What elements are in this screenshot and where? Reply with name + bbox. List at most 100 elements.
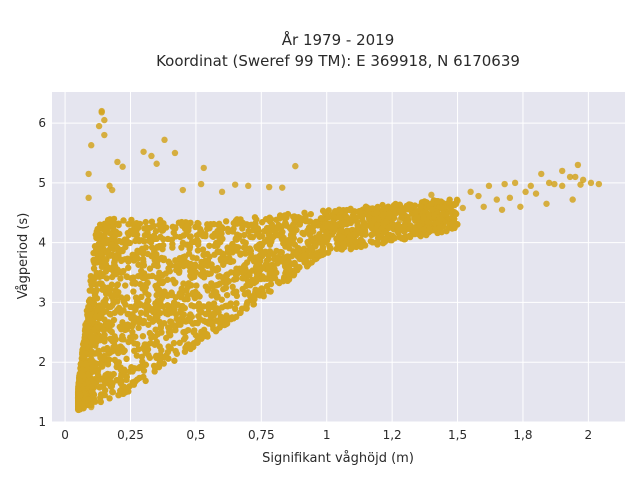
data-point xyxy=(149,318,156,325)
data-point xyxy=(181,253,189,260)
y-tick-label: 1 xyxy=(38,415,46,429)
data-point xyxy=(292,162,299,170)
data-point xyxy=(197,316,204,323)
data-point xyxy=(148,218,156,225)
data-point xyxy=(109,218,116,226)
data-point xyxy=(226,258,234,266)
data-point xyxy=(89,389,96,397)
data-point xyxy=(212,230,220,237)
data-point xyxy=(113,344,120,352)
data-point xyxy=(106,230,114,237)
data-point xyxy=(125,338,132,346)
data-point xyxy=(145,351,152,359)
data-point xyxy=(167,345,174,352)
data-point xyxy=(214,266,222,273)
data-point xyxy=(87,401,95,408)
data-point xyxy=(128,323,136,330)
data-point xyxy=(132,294,140,301)
data-point xyxy=(274,224,282,232)
data-point xyxy=(104,322,112,329)
y-tick-label: 3 xyxy=(38,295,46,309)
data-point xyxy=(197,264,205,271)
data-point xyxy=(249,278,256,285)
data-point xyxy=(180,280,187,287)
data-point xyxy=(428,200,435,207)
data-point xyxy=(317,214,325,222)
data-point xyxy=(359,212,366,220)
data-point xyxy=(391,234,399,242)
data-point xyxy=(138,245,146,253)
data-point xyxy=(97,353,105,361)
data-point xyxy=(485,182,493,190)
data-point xyxy=(250,301,257,308)
data-point xyxy=(164,235,172,243)
data-point xyxy=(213,241,220,249)
data-point xyxy=(279,184,286,191)
data-point xyxy=(140,367,148,374)
data-point xyxy=(459,204,466,212)
data-point xyxy=(274,278,282,285)
data-point xyxy=(132,333,139,340)
data-point xyxy=(226,249,233,257)
y-tick-label: 6 xyxy=(38,116,46,130)
data-point xyxy=(194,302,201,310)
data-point xyxy=(263,282,271,290)
data-point xyxy=(277,213,284,220)
data-point xyxy=(125,231,132,239)
data-point xyxy=(142,218,149,226)
data-point xyxy=(219,250,226,257)
data-point xyxy=(260,290,267,297)
data-point xyxy=(148,332,155,339)
data-point xyxy=(545,179,553,187)
data-point xyxy=(191,261,199,268)
data-point xyxy=(306,253,314,260)
data-point xyxy=(212,282,219,289)
data-point xyxy=(335,232,343,239)
x-tick-label: 0 xyxy=(61,428,69,442)
data-point xyxy=(142,361,150,368)
data-point xyxy=(527,182,535,190)
data-point xyxy=(114,158,121,166)
data-point xyxy=(215,220,223,228)
data-point xyxy=(102,371,109,379)
data-point xyxy=(131,279,139,286)
data-point xyxy=(229,228,237,235)
data-point xyxy=(569,196,576,203)
data-point xyxy=(304,238,311,246)
data-point xyxy=(123,355,130,363)
data-point xyxy=(121,347,128,354)
grid-lines xyxy=(52,92,625,423)
data-point xyxy=(142,289,149,296)
data-point xyxy=(144,250,151,258)
data-points xyxy=(74,107,603,414)
data-point xyxy=(145,303,152,310)
data-point xyxy=(177,306,185,314)
data-point xyxy=(80,349,87,356)
data-point xyxy=(182,334,189,341)
data-point xyxy=(233,292,241,300)
data-point xyxy=(467,188,474,196)
data-point xyxy=(104,284,111,292)
data-point xyxy=(171,357,178,364)
data-point xyxy=(157,233,164,241)
data-point xyxy=(218,316,226,324)
data-point xyxy=(75,398,82,406)
data-point xyxy=(88,142,95,149)
data-point xyxy=(253,216,260,223)
data-point xyxy=(215,273,222,280)
data-point xyxy=(199,246,207,253)
data-point xyxy=(172,327,179,334)
data-point xyxy=(111,254,119,262)
data-point xyxy=(309,224,317,231)
data-point xyxy=(113,238,120,245)
data-point xyxy=(153,251,160,258)
data-point xyxy=(104,348,112,355)
data-point xyxy=(245,182,252,190)
data-point xyxy=(135,324,142,332)
data-point xyxy=(89,334,97,341)
data-point xyxy=(385,224,393,232)
data-point xyxy=(385,203,392,210)
data-point xyxy=(107,335,114,343)
data-point xyxy=(134,224,141,231)
data-point xyxy=(352,238,360,245)
